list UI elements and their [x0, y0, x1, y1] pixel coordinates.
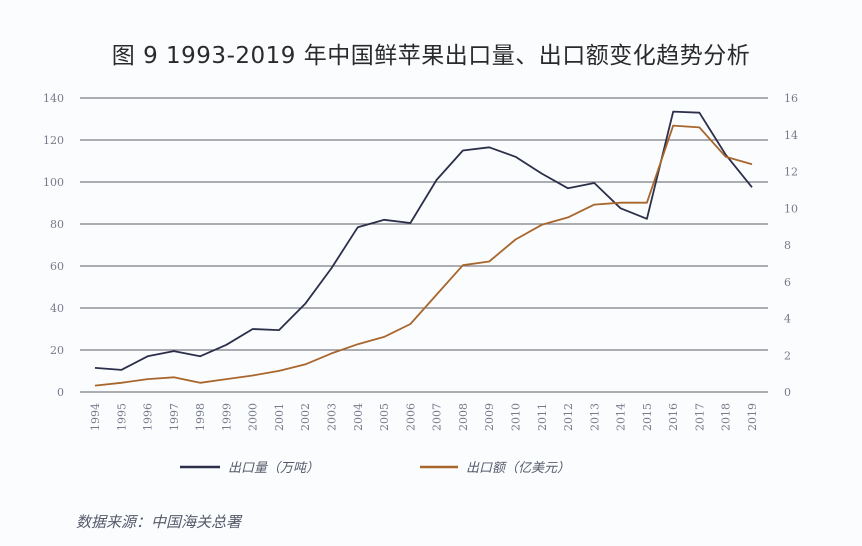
x-tick-label: 2019	[746, 403, 759, 431]
right-tick-label: 2	[784, 349, 791, 362]
left-tick-label: 140	[43, 92, 64, 105]
x-tick-label: 2010	[509, 403, 522, 431]
x-tick-label: 1996	[142, 403, 155, 431]
x-tick-label: 1997	[168, 403, 181, 431]
series-lines	[94, 110, 753, 387]
x-tick-label: 1998	[194, 403, 207, 431]
series-line-volume	[94, 110, 753, 371]
right-tick-label: 4	[784, 313, 791, 326]
right-tick-label: 14	[784, 129, 798, 142]
right-axis-ticks: 0 2 4 6 8 10 12 14 16	[784, 92, 798, 399]
left-tick-label: 120	[43, 134, 64, 147]
left-axis-ticks: 0 20 40 60 80 100 120 140	[43, 92, 64, 399]
x-tick-label: 2004	[352, 403, 365, 431]
x-tick-label: 1999	[220, 403, 233, 431]
x-tick-label: 2006	[404, 403, 417, 431]
data-source-note: 数据来源：中国海关总署	[76, 513, 242, 531]
right-tick-label: 10	[784, 202, 798, 215]
legend-label-volume: 出口量（万吨）	[228, 460, 319, 476]
left-tick-label: 60	[50, 260, 64, 273]
x-tick-label: 2008	[457, 403, 470, 431]
x-tick-label: 2016	[667, 403, 680, 431]
x-tick-label: 2014	[615, 403, 628, 431]
right-tick-label: 0	[784, 386, 791, 399]
series-line-value	[94, 124, 753, 387]
right-tick-label: 12	[784, 166, 798, 179]
x-tick-label: 2013	[588, 403, 601, 431]
x-tick-label: 2015	[641, 403, 654, 431]
x-tick-label: 2011	[536, 403, 549, 431]
x-tick-label: 2005	[378, 403, 391, 431]
left-tick-label: 0	[57, 386, 64, 399]
x-tick-label: 2002	[299, 403, 312, 431]
left-tick-label: 20	[50, 344, 64, 357]
chart-title: 图 9 1993-2019 年中国鲜苹果出口量、出口额变化趋势分析	[111, 43, 751, 69]
x-tick-label: 2018	[720, 403, 733, 431]
x-tick-label: 2012	[562, 403, 575, 431]
x-tick-label: 2007	[431, 403, 444, 431]
x-tick-label: 1995	[115, 403, 128, 431]
right-tick-label: 6	[784, 276, 791, 289]
left-tick-label: 40	[50, 302, 64, 315]
right-tick-label: 8	[784, 239, 791, 252]
x-axis-ticks: 1994 1995 1996 1997 1998 1999 2000 2001 2002 2003…	[89, 403, 759, 431]
x-tick-label: 2001	[273, 403, 286, 431]
right-tick-label: 16	[784, 92, 798, 105]
x-tick-label: 2000	[247, 403, 260, 431]
legend-label-value: 出口额（亿美元）	[466, 460, 570, 476]
x-tick-label: 2017	[693, 403, 706, 431]
x-tick-label: 1994	[89, 403, 102, 431]
left-tick-label: 80	[50, 218, 64, 231]
legend: 出口量（万吨） 出口额（亿美元）	[180, 460, 570, 476]
x-tick-label: 2003	[326, 403, 339, 431]
x-tick-label: 2009	[483, 403, 496, 431]
left-tick-label: 100	[43, 176, 64, 189]
